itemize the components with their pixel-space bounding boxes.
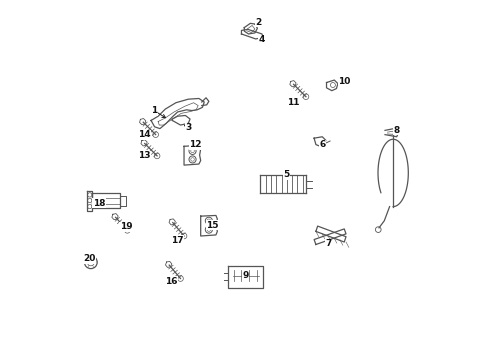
Text: 17: 17: [171, 236, 183, 245]
Text: 20: 20: [83, 254, 95, 263]
Text: 10: 10: [338, 77, 350, 86]
Text: 13: 13: [138, 152, 150, 161]
Text: 14: 14: [138, 130, 150, 139]
Text: 1: 1: [151, 107, 158, 116]
Text: 11: 11: [287, 98, 299, 107]
Text: 16: 16: [165, 276, 177, 285]
Text: 9: 9: [243, 271, 249, 280]
Text: 15: 15: [206, 221, 219, 230]
Text: 3: 3: [185, 123, 192, 132]
Text: 12: 12: [189, 140, 201, 149]
Text: 19: 19: [120, 222, 133, 231]
Text: 7: 7: [325, 239, 331, 248]
Text: 5: 5: [284, 170, 290, 179]
Text: 8: 8: [393, 126, 400, 135]
Text: 18: 18: [93, 198, 105, 207]
Text: 2: 2: [255, 18, 262, 27]
Text: 4: 4: [259, 36, 265, 45]
Text: 6: 6: [319, 140, 325, 149]
